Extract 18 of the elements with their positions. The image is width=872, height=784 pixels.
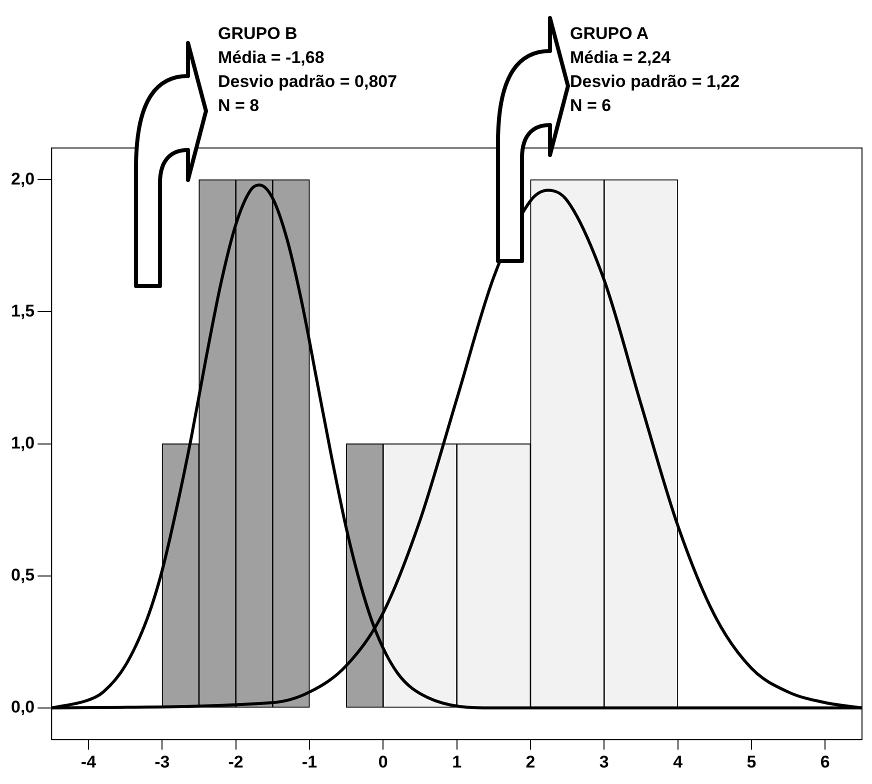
x-tick-label: 6 — [820, 752, 830, 772]
y-tick-label: 2,0 — [10, 169, 35, 188]
x-tick-label: -1 — [302, 752, 318, 772]
x-tick-label: 5 — [746, 752, 756, 772]
x-tick-label: 4 — [673, 752, 684, 772]
x-tick-label: 1 — [452, 752, 462, 772]
y-tick-label: 0,5 — [10, 566, 35, 585]
y-tick-label: 1,0 — [10, 433, 35, 452]
x-tick-label: 2 — [526, 752, 536, 772]
text: GRUPO A Média = 2,24 Desvio padrão = 1,22 N = 6 — [570, 23, 740, 117]
y-tick-label: 1,5 — [10, 301, 35, 320]
x-tick-label: 3 — [599, 752, 609, 772]
x-tick-label: -4 — [80, 752, 97, 772]
x-tick-label: -3 — [154, 752, 170, 772]
y-tick-label: 0,0 — [10, 698, 35, 717]
x-tick-label: -2 — [228, 752, 244, 772]
x-tick-label: 0 — [378, 752, 388, 772]
text: GRUPO B Média = -1,68 Desvio padrão = 0,807 N = 8 — [218, 23, 398, 117]
